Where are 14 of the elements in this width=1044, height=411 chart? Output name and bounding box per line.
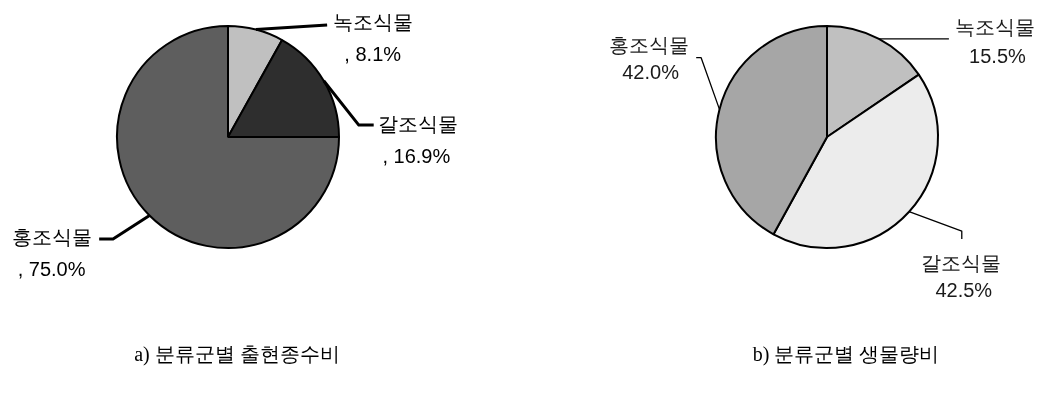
data-label: 15.5% [969, 45, 1027, 68]
data-label: , 75.0% [17, 258, 86, 281]
data-label: , 16.9% [382, 145, 451, 168]
data-label: , 8.1% [344, 43, 402, 66]
slice-label: 갈조식물 [920, 252, 1001, 275]
slice-label: 홍조식물 [11, 225, 92, 248]
slice-label: 홍조식물 [608, 34, 689, 57]
slice-label: 갈조식물 [378, 112, 459, 135]
slice-label: 녹조식물 [332, 10, 413, 33]
text: a) 분류군별 출현종수비 [134, 342, 340, 367]
data-label: 42.5% [935, 279, 993, 302]
slice-label: 녹조식물 [955, 16, 1036, 39]
text: b) 분류군별 생물량비 [752, 342, 940, 368]
data-label: 42.0% [622, 61, 680, 84]
